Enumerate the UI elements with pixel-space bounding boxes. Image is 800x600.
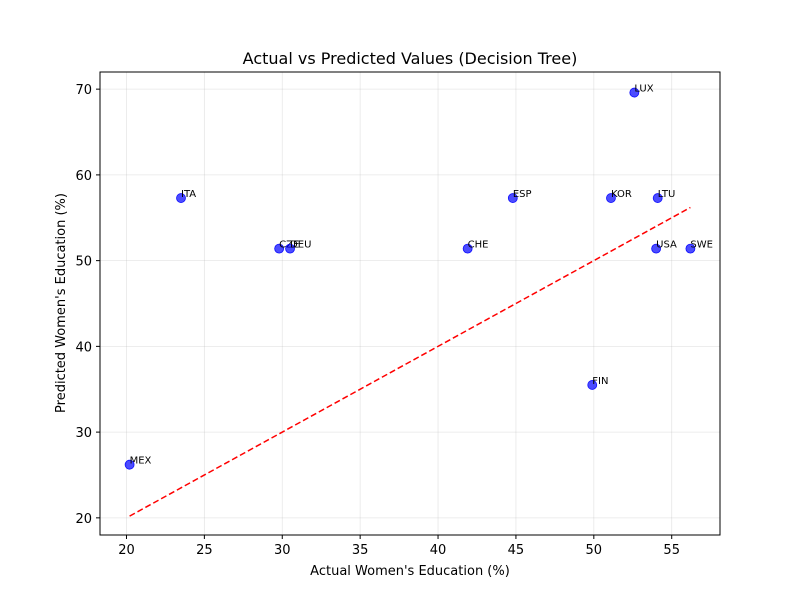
x-tick-label: 20 (118, 543, 135, 558)
points-layer: MEXITACZEDEUCHEESPFINKORLUXUSALTUSWE (124, 84, 713, 470)
scatter-point-esp (507, 193, 518, 203)
y-tick-label: 70 (75, 83, 92, 98)
scatter-point-swe (685, 243, 696, 254)
point-label-usa: USA (656, 240, 677, 251)
scatter-point-ltu (652, 193, 663, 203)
plot-frame (99, 71, 721, 536)
scatter-point-kor (606, 193, 616, 203)
scatter-point-deu (285, 243, 295, 254)
point-label-kor: KOR (611, 189, 632, 200)
reference-line (129, 206, 691, 517)
y-tick-label: 50 (75, 255, 92, 270)
reference-line-layer (129, 206, 691, 517)
scatter-point-che (462, 243, 473, 254)
x-axis-ticks: 20 25 30 35 40 45 50 55 (118, 535, 680, 558)
chart-title: Actual vs Predicted Values (Decision Tre… (243, 49, 578, 68)
y-tick-label: 60 (75, 169, 92, 184)
point-label-deu: DEU (290, 240, 311, 251)
point-label-che: CHE (468, 240, 489, 251)
y-axis-ticks: 20 30 40 50 60 70 (75, 83, 100, 527)
x-tick-label: 35 (352, 543, 369, 558)
x-tick-label: 50 (586, 543, 603, 558)
point-label-swe: SWE (690, 240, 713, 251)
y-tick-label: 30 (75, 426, 92, 441)
grid (100, 72, 720, 535)
x-tick-label: 55 (663, 543, 680, 558)
scatter-point-lux (629, 87, 640, 98)
point-label-ita: ITA (181, 189, 196, 200)
point-label-ltu: LTU (658, 189, 676, 200)
point-label-esp: ESP (513, 189, 532, 200)
scatter-point-fin (587, 380, 598, 390)
x-tick-label: 40 (430, 543, 447, 558)
y-axis-label: Predicted Women's Education (%) (54, 193, 69, 413)
y-tick-label: 40 (75, 340, 92, 355)
x-tick-label: 25 (196, 543, 213, 558)
point-label-fin: FIN (592, 376, 608, 387)
x-tick-label: 45 (508, 543, 525, 558)
y-tick-label: 20 (75, 512, 92, 527)
scatter-point-ita (176, 193, 186, 203)
scatter-point-cze (274, 243, 285, 254)
x-tick-label: 30 (274, 543, 291, 558)
point-label-mex: MEX (130, 456, 152, 467)
point-label-lux: LUX (634, 84, 653, 95)
scatter-point-mex (124, 459, 135, 470)
scatter-point-usa (651, 243, 662, 254)
x-axis-label: Actual Women's Education (%) (310, 564, 510, 579)
